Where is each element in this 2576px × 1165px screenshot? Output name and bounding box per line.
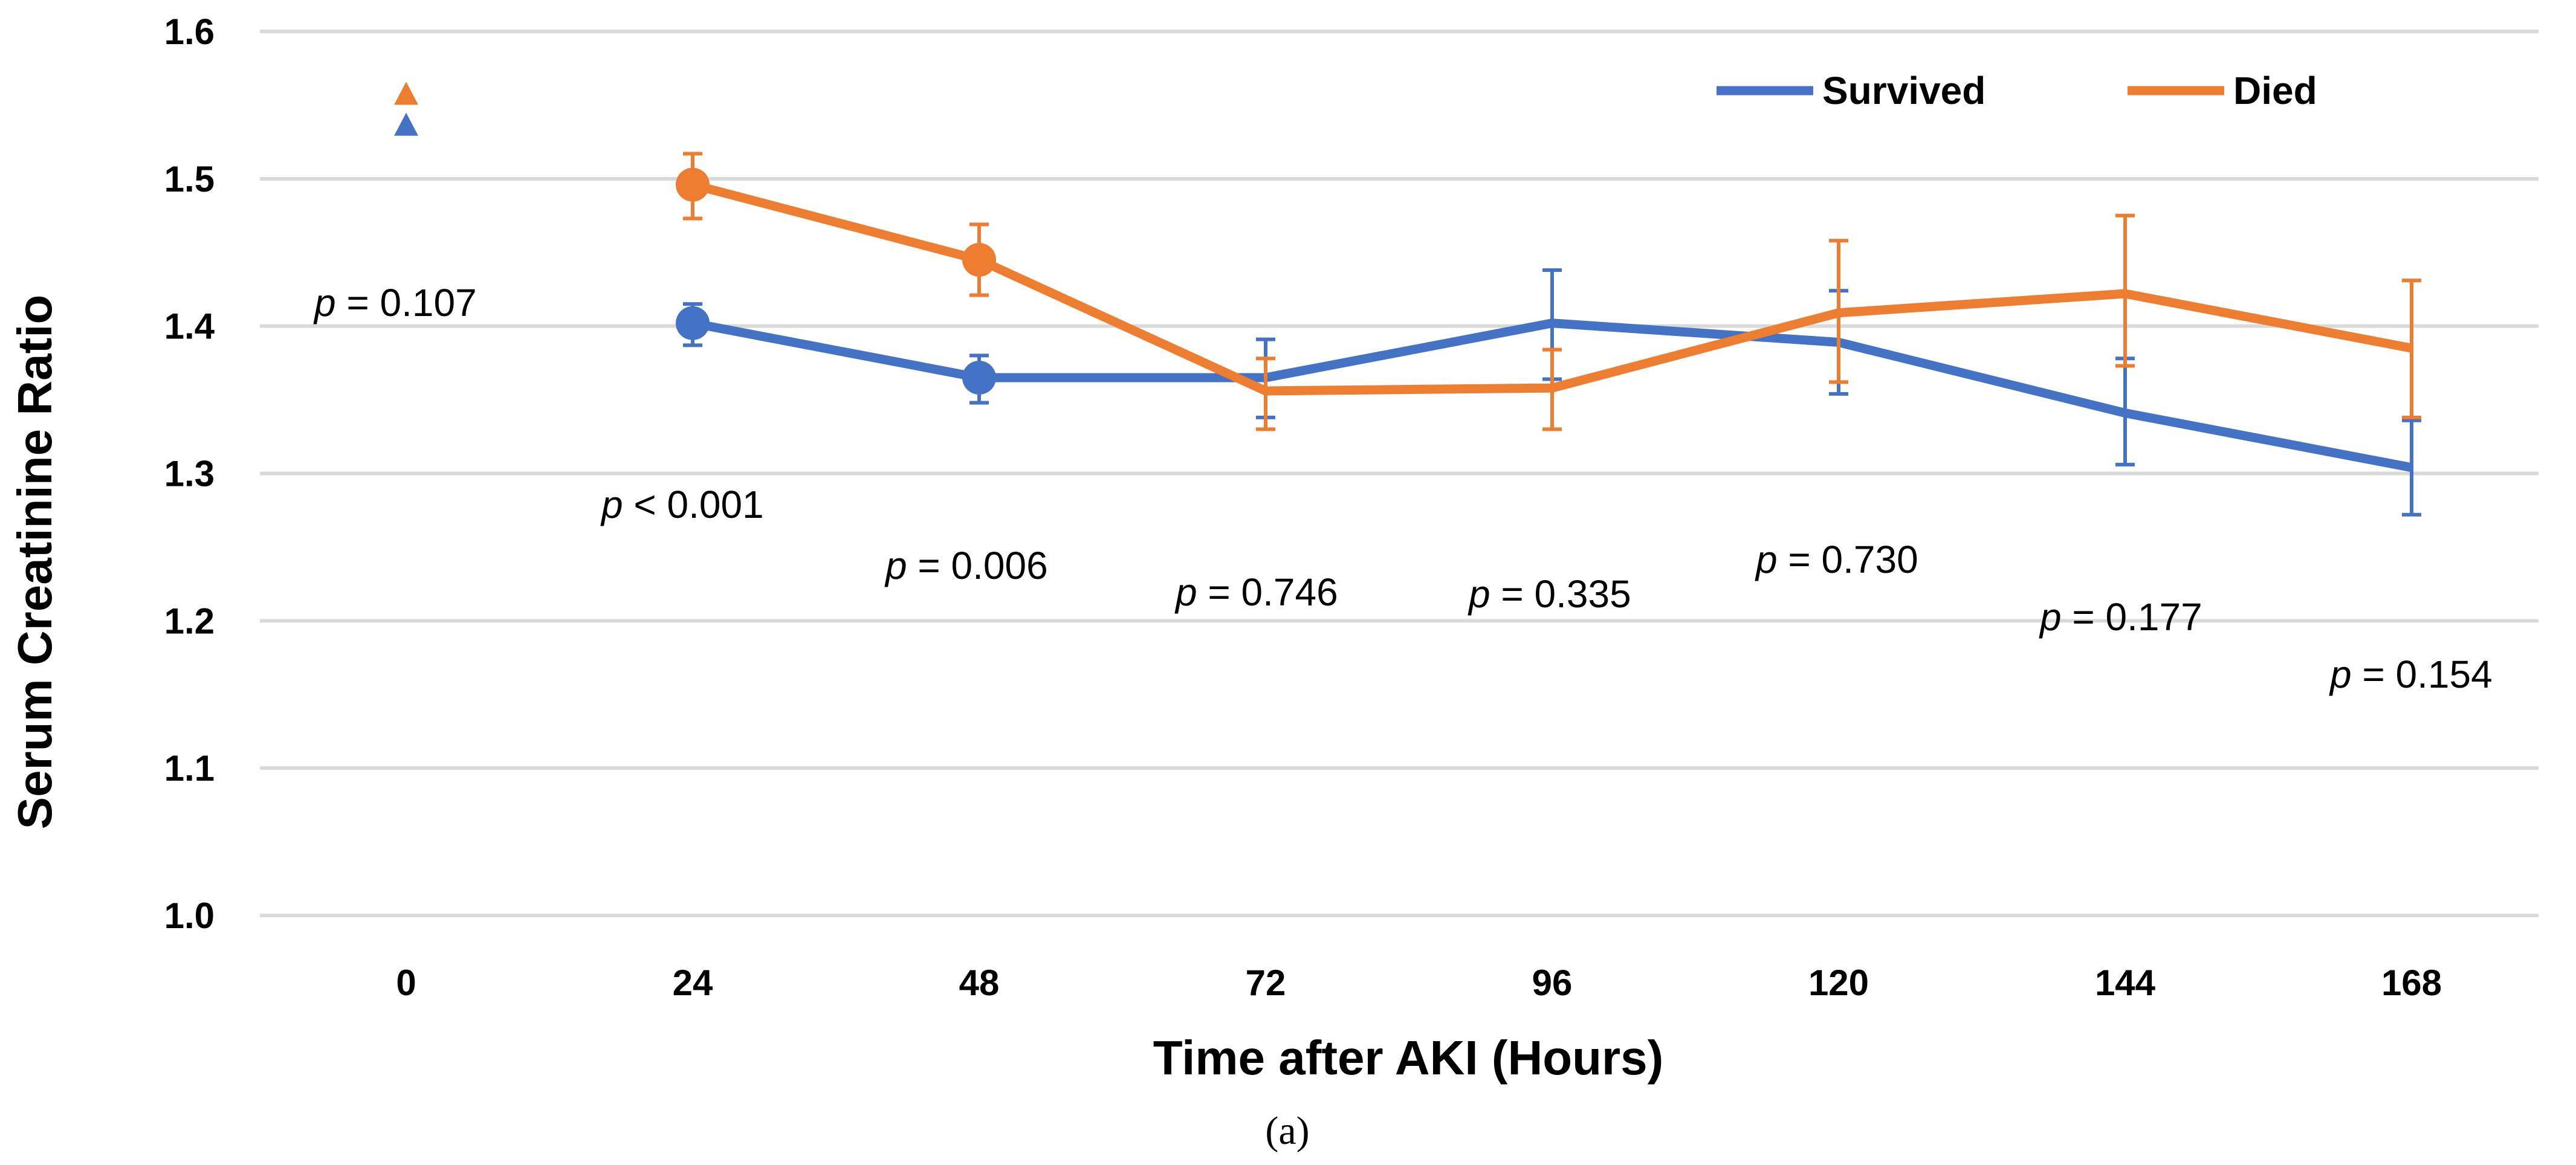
x-tick-label: 24 <box>673 963 713 1003</box>
y-tick-label: 1.5 <box>164 159 215 199</box>
y-tick-label: 1.0 <box>164 896 215 936</box>
legend-label: Died <box>2233 69 2317 112</box>
p-symbol: p <box>1468 572 1490 616</box>
series-group <box>394 82 2421 517</box>
x-tick-labels: 0 24 48 72 96 120 144 168 <box>396 963 2442 1003</box>
x-tick-label: 168 <box>2381 963 2442 1003</box>
p-value-text: = 0.107 <box>336 281 477 324</box>
data-point-marker <box>676 306 710 340</box>
y-tick-label: 1.4 <box>164 306 215 347</box>
y-tick-labels: 1.0 1.1 1.2 1.3 1.4 1.5 1.6 <box>164 11 215 936</box>
legend-item-survived: Survived <box>1717 69 1985 112</box>
p-value-annotation: p = 0.335 <box>1468 572 1631 616</box>
p-value-annotation: p = 0.746 <box>1174 570 1338 614</box>
figure-caption: (a) <box>1265 1109 1309 1153</box>
y-tick-label: 1.6 <box>164 11 215 52</box>
p-symbol: p <box>1755 538 1778 581</box>
p-symbol: p <box>313 281 336 324</box>
p-value-text: = 0.730 <box>1778 538 1918 581</box>
p-symbol: p <box>884 544 907 587</box>
x-tick-label: 144 <box>2095 963 2156 1003</box>
x-tick-label: 120 <box>1808 963 1869 1003</box>
y-tick-label: 1.2 <box>164 601 215 641</box>
p-value-text: = 0.177 <box>2062 595 2202 639</box>
data-point-marker <box>962 242 996 277</box>
p-value-annotation: p = 0.177 <box>2039 595 2202 639</box>
data-point-marker <box>676 167 710 202</box>
p-value-text: = 0.746 <box>1197 570 1338 614</box>
y-axis-title: Serum Creatinine Ratio <box>8 295 62 830</box>
p-value-text: = 0.006 <box>907 544 1048 587</box>
y-tick-label: 1.1 <box>164 748 215 789</box>
p-value-annotation: p = 0.006 <box>884 544 1048 587</box>
p-value-annotation: p = 0.107 <box>313 281 477 324</box>
p-value-annotation: p = 0.730 <box>1755 538 1918 581</box>
legend-label: Survived <box>1822 69 1985 112</box>
x-tick-label: 0 <box>396 963 416 1003</box>
p-value-text: < 0.001 <box>623 483 764 526</box>
p-symbol: p <box>600 483 623 526</box>
x-tick-label: 72 <box>1246 963 1286 1003</box>
gridlines <box>260 30 2539 917</box>
data-point-marker <box>962 361 996 395</box>
x-axis-title: Time after AKI (Hours) <box>1153 1031 1664 1085</box>
p-value-text: = 0.335 <box>1490 572 1631 616</box>
series-died <box>394 82 2421 431</box>
x-tick-label: 48 <box>959 963 1000 1003</box>
p-symbol: p <box>1174 570 1197 614</box>
p-value-text: = 0.154 <box>2352 653 2493 696</box>
legend: Survived Died <box>1717 69 2317 112</box>
legend-item-died: Died <box>2128 69 2317 112</box>
baseline-triangle-marker <box>394 112 418 136</box>
p-value-annotation: p = 0.154 <box>2329 653 2493 696</box>
y-tick-label: 1.3 <box>164 454 215 494</box>
p-symbol: p <box>2329 653 2352 696</box>
baseline-triangle-marker <box>394 82 418 105</box>
p-value-annotation: p < 0.001 <box>600 483 764 526</box>
x-tick-label: 96 <box>1532 963 1573 1003</box>
p-symbol: p <box>2039 595 2062 639</box>
